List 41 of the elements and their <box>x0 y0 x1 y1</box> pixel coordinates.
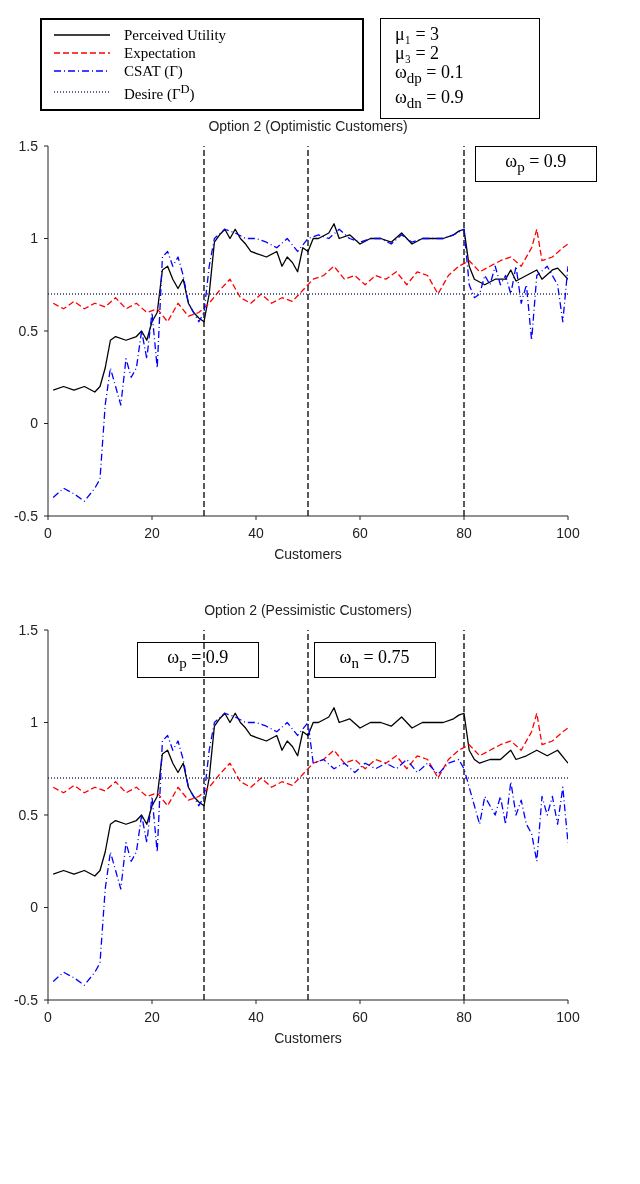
legend-label: Desire (Γ$^{D}$) <box>124 81 195 103</box>
x-tick-label: 40 <box>248 1008 264 1025</box>
chart-title: Option 2 (Optimistic Customers) <box>208 118 408 134</box>
y-tick-label: 0.5 <box>18 322 39 339</box>
x-axis-title: Customers <box>274 1030 342 1046</box>
y-tick-label: 1 <box>30 714 39 731</box>
x-tick-label: 20 <box>144 524 160 541</box>
text: ω$_{dp}$ = 0.1 <box>395 62 464 86</box>
x-tick-label: 60 <box>352 524 368 541</box>
annotation: ω$_{p}$ = 0.9 <box>505 151 567 176</box>
text: μ₁ = 3 <box>395 24 440 44</box>
line-series <box>52 228 568 323</box>
x-tick-label: 0 <box>44 524 53 541</box>
y-tick-label: -0.5 <box>13 507 39 524</box>
annotation: ω$_{n}$ = 0.75 <box>339 647 410 673</box>
legend-label: CSAT (Γ) <box>124 62 183 80</box>
y-tick-label: 0 <box>30 899 39 916</box>
line-series <box>52 712 568 986</box>
text: ω$_{dn}$ = 0.9 <box>395 86 464 111</box>
legend-label: Expectation <box>124 44 196 62</box>
legend-label: Perceived Utility <box>124 26 227 44</box>
y-tick-label: 1.5 <box>18 621 39 638</box>
annotation: ω$_{p}$ = 0.9 <box>167 647 229 673</box>
y-tick-label: -0.5 <box>13 991 39 1008</box>
x-tick-label: 20 <box>144 1008 160 1025</box>
x-tick-label: 60 <box>352 1008 368 1025</box>
line-series <box>52 228 568 502</box>
y-tick-label: 0.5 <box>18 806 39 823</box>
y-tick-label: 1 <box>30 230 39 247</box>
chart-title: Option 2 (Pessimistic Customers) <box>204 602 412 618</box>
x-tick-label: 80 <box>456 524 472 541</box>
x-tick-label: 0 <box>44 1008 53 1025</box>
x-tick-label: 40 <box>248 524 264 541</box>
x-tick-label: 100 <box>556 1008 580 1025</box>
y-tick-label: 1.5 <box>18 137 39 154</box>
y-tick-label: 0 <box>30 415 39 432</box>
x-tick-label: 80 <box>456 1008 472 1025</box>
x-tick-label: 100 <box>556 524 580 541</box>
text: μ₃ = 2 <box>395 43 440 63</box>
x-axis-title: Customers <box>274 546 342 562</box>
line-series <box>52 712 568 807</box>
